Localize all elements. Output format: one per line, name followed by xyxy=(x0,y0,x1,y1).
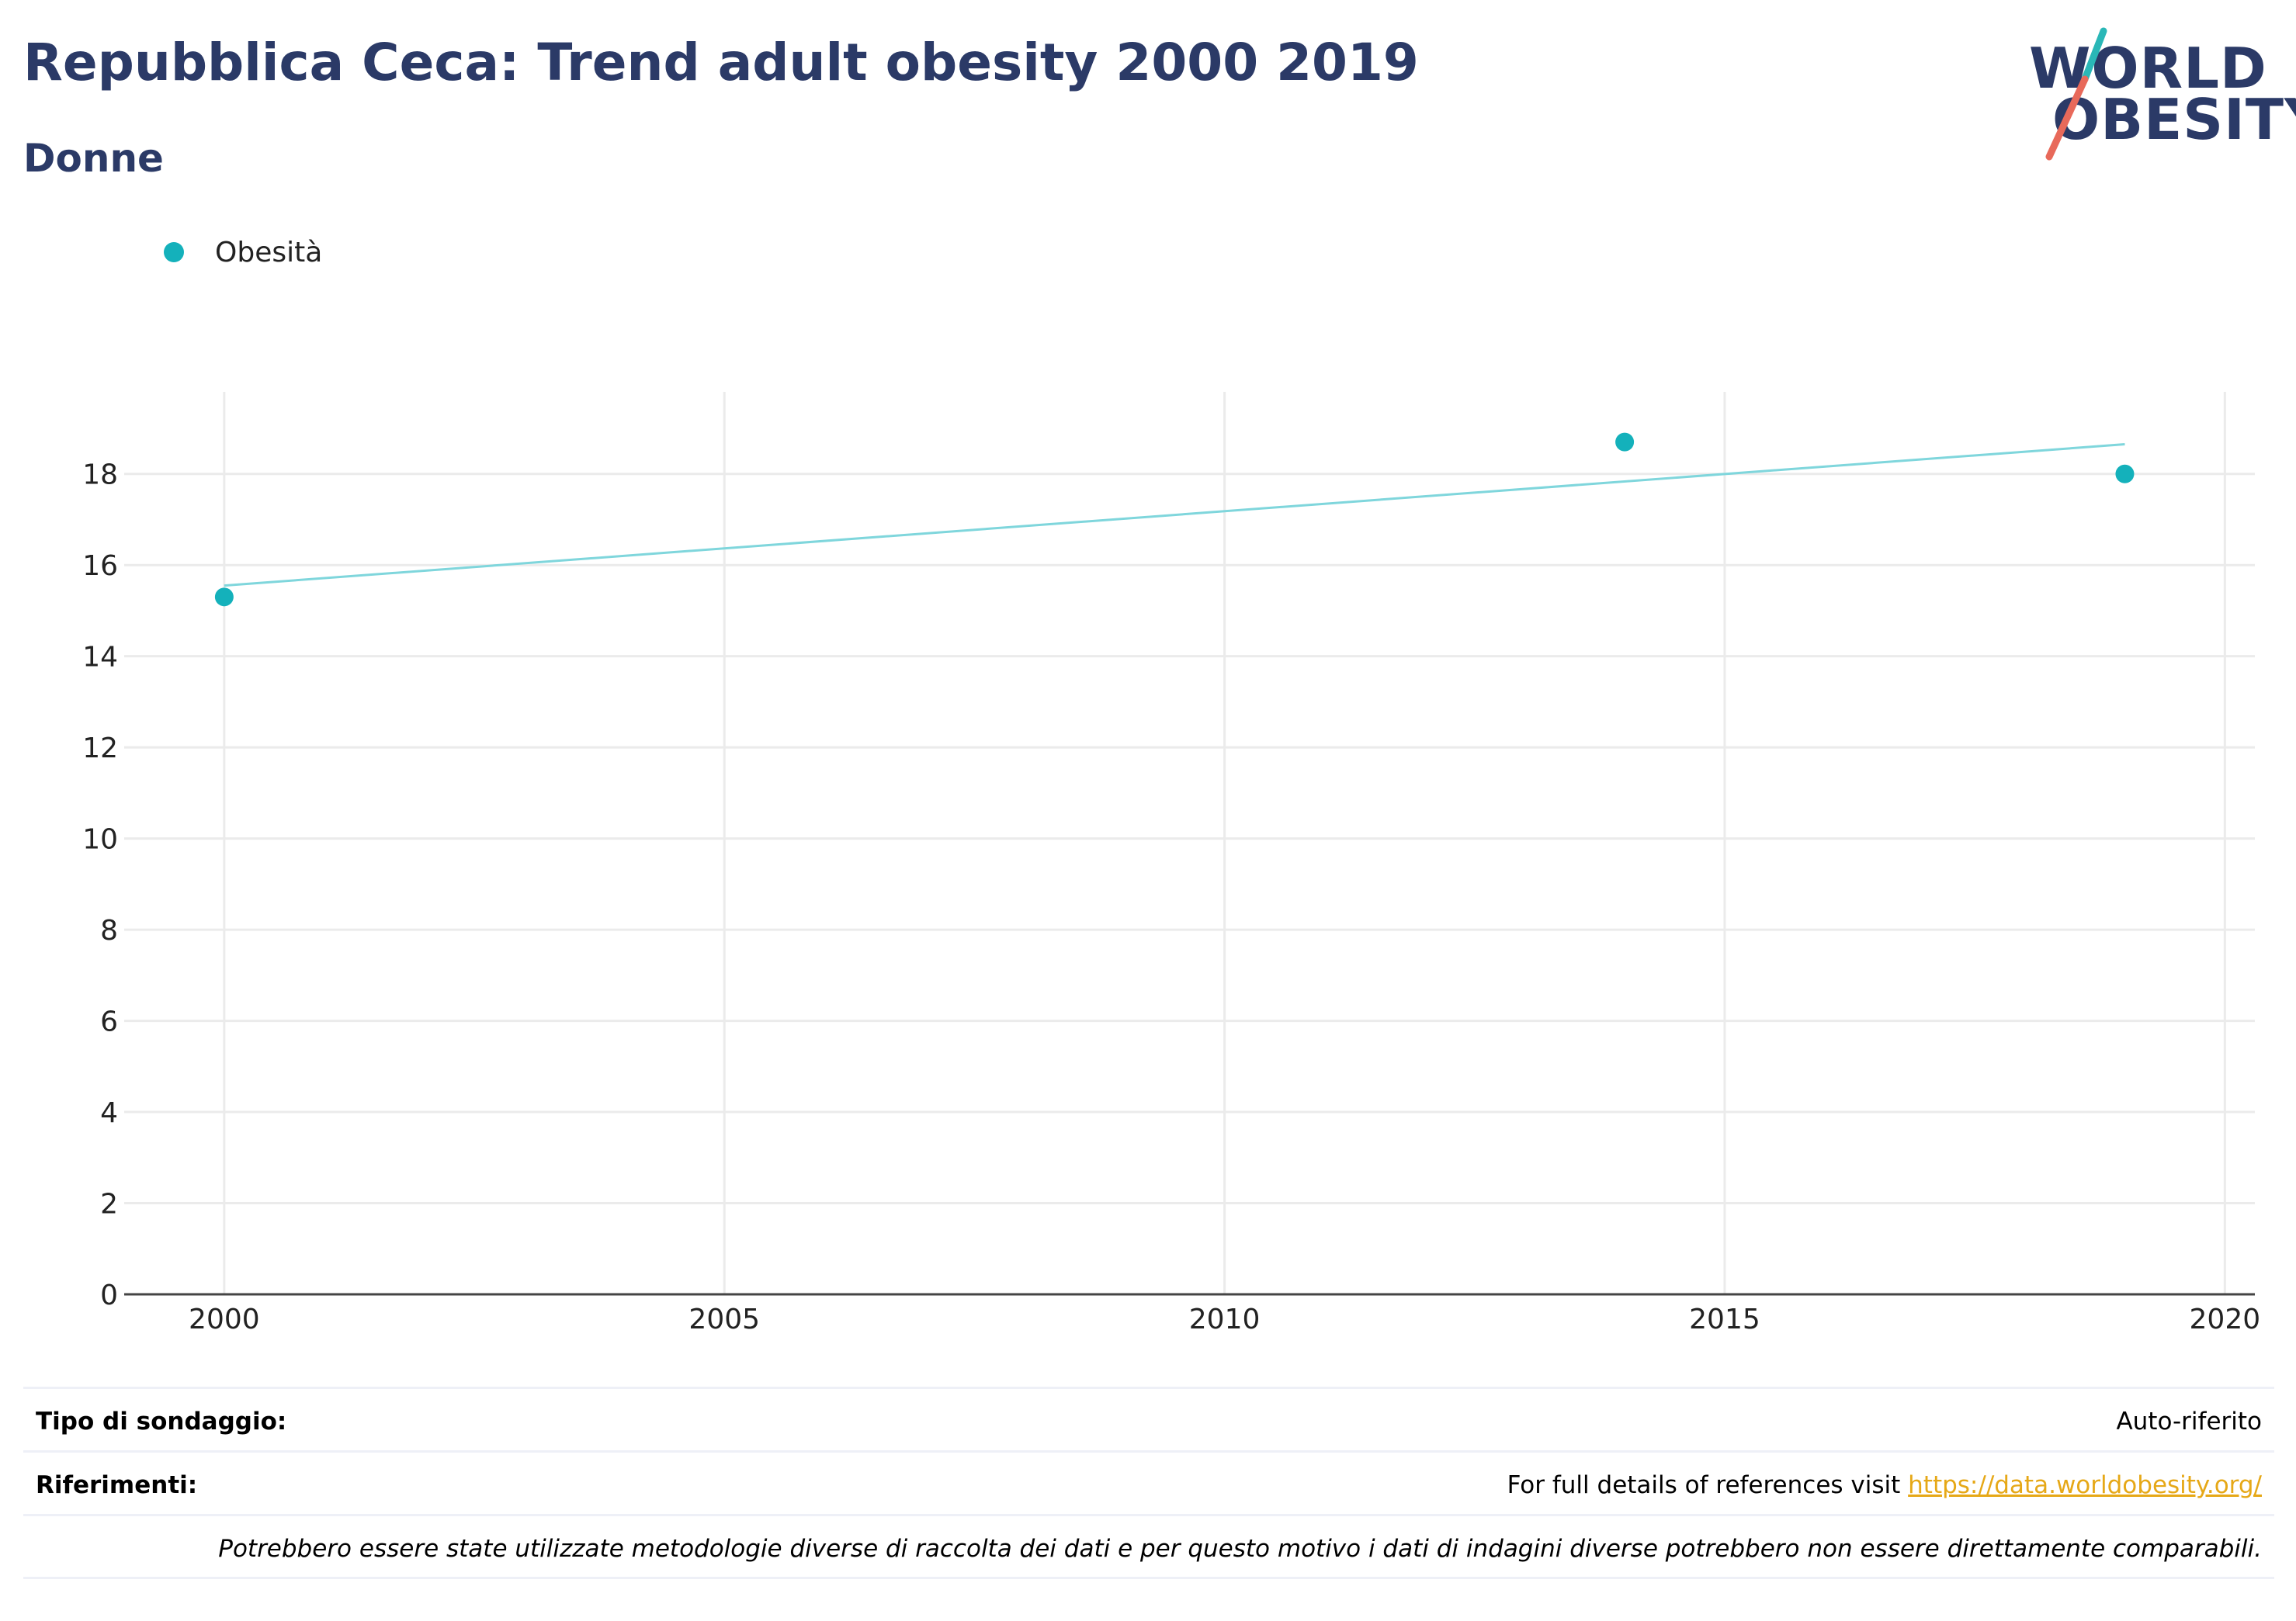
footer-survey-row: Tipo di sondaggio: Auto-riferito xyxy=(23,1387,2274,1450)
y-tick-label: 12 xyxy=(82,733,118,764)
x-tick-label: 2005 xyxy=(688,1304,760,1335)
y-tick-label: 18 xyxy=(82,459,118,491)
references-value: For full details of references visit htt… xyxy=(1507,1471,2262,1499)
references-text: For full details of references visit xyxy=(1507,1471,1909,1499)
y-tick-label: 8 xyxy=(100,915,118,947)
chart-legend[interactable]: Obesità xyxy=(155,233,322,272)
y-tick-label: 14 xyxy=(82,642,118,674)
y-tick-label: 10 xyxy=(82,824,118,856)
logo-word-world: WORLD xyxy=(2029,36,2267,101)
trend-line xyxy=(224,443,2125,587)
y-tick-label: 4 xyxy=(100,1097,118,1129)
survey-type-value: Auto-riferito xyxy=(2116,1408,2262,1436)
references-label: Riferimenti: xyxy=(36,1471,198,1499)
legend-marker-icon xyxy=(164,242,184,262)
world-obesity-logo[interactable]: WORLD OBESITY xyxy=(2018,23,2296,171)
chart-title: Repubblica Ceca: Trend adult obesity 200… xyxy=(23,33,1419,92)
chart-plot: 0 2 4 6 8 10 12 14 16 18 2000 2005 2010 2015 2020 xyxy=(82,392,2261,1335)
footer-references-row: Riferimenti: For full details of referen… xyxy=(23,1450,2274,1514)
x-tick-label: 2020 xyxy=(2190,1304,2261,1335)
data-point xyxy=(1615,432,1635,452)
y-tick-label: 0 xyxy=(100,1280,118,1311)
x-tick-label: 2000 xyxy=(189,1304,260,1335)
x-tick-label: 2010 xyxy=(1189,1304,1261,1335)
survey-type-label: Tipo di sondaggio: xyxy=(36,1408,287,1436)
logo-slash-icon xyxy=(2045,27,2107,161)
y-tick-label: 2 xyxy=(100,1189,118,1221)
legend-label-obesita: Obesità xyxy=(215,236,323,268)
references-link[interactable]: https://data.worldobesity.org/ xyxy=(1908,1471,2262,1499)
methodology-note: Potrebbero essere state utilizzate metod… xyxy=(218,1535,2262,1563)
y-tick-label: 16 xyxy=(82,550,118,582)
logo-word-obesity: OBESITY xyxy=(2052,87,2296,152)
footer-note-row: Potrebbero essere state utilizzate metod… xyxy=(23,1514,2274,1578)
data-point xyxy=(2115,464,2135,483)
x-tick-label: 2015 xyxy=(1689,1304,1760,1335)
footer-bottom-divider xyxy=(23,1577,2274,1579)
data-point xyxy=(214,587,234,607)
chart-subtitle: Donne xyxy=(23,136,164,181)
y-tick-label: 6 xyxy=(100,1006,118,1038)
